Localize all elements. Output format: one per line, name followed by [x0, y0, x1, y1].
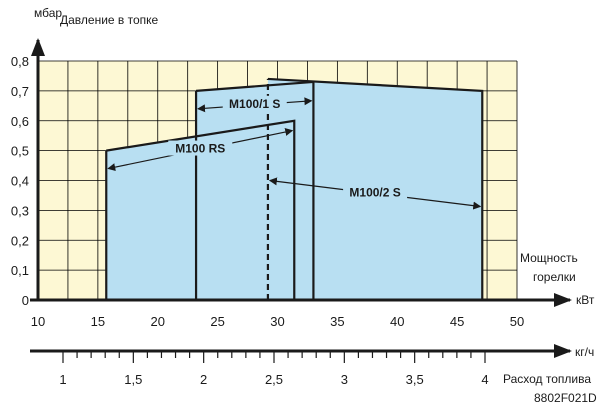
label-background-m100-1-s: [222, 95, 287, 111]
x-axis-ticks: 10 15 20 25 30 35 40 45 50: [31, 314, 524, 329]
fuel-tick-label: 2,5: [265, 372, 283, 387]
x-tick-label: 15: [91, 314, 105, 329]
x-axis-unit: кВт: [576, 293, 595, 307]
y-axis-title: Давление в топке: [60, 13, 159, 27]
region-labels: M100 RS M100/1 S M100/2 S: [168, 95, 408, 200]
y-tick-label: 0,1: [11, 263, 29, 278]
y-axis-ticks: 0 0,1 0,2 0,3 0,4 0,5 0,6 0,7 0,8: [11, 54, 29, 308]
fuel-axis-ticks: 1 1,5 2 2,5 3 3,5 4: [59, 351, 489, 387]
x-tick-label: 50: [510, 314, 524, 329]
fuel-tick-label: 1: [59, 372, 66, 387]
fuel-tick-label: 3: [341, 372, 348, 387]
x-tick-label: 20: [151, 314, 165, 329]
label-m100-1-s: M100/1 S: [229, 97, 280, 111]
fuel-axis-title: Расход топлива: [503, 372, 591, 386]
label-m100-2-s: M100/2 S: [349, 186, 400, 200]
fuel-axis-unit: кг/ч: [575, 345, 594, 359]
y-tick-label: 0,7: [11, 84, 29, 99]
y-tick-label: 0,2: [11, 233, 29, 248]
y-tick-label: 0,3: [11, 203, 29, 218]
label-m100-rs: M100 RS: [175, 142, 225, 156]
x-axis-title-line2: горелки: [533, 270, 576, 284]
x-tick-label: 45: [450, 314, 464, 329]
y-tick-label: 0: [22, 293, 29, 308]
x-tick-label: 35: [330, 314, 344, 329]
y-tick-label: 0,5: [11, 144, 29, 159]
x-axis-title-line1: Мощность: [520, 251, 578, 265]
outline-m100-2-s: [267, 77, 484, 300]
x-tick-label: 30: [270, 314, 284, 329]
fuel-tick-label: 2: [200, 372, 207, 387]
fuel-tick-label: 3,5: [406, 372, 424, 387]
y-tick-label: 0,6: [11, 114, 29, 129]
x-tick-label: 25: [210, 314, 224, 329]
label-background-m100-rs: [168, 140, 233, 156]
y-tick-label: 0,8: [11, 54, 29, 69]
y-tick-label: 0,4: [11, 174, 29, 189]
label-background-m100-2-s: [343, 184, 408, 200]
fuel-tick-label: 4: [481, 372, 488, 387]
figure-code: 8802F021D: [534, 391, 597, 405]
x-tick-label: 10: [31, 314, 45, 329]
y-unit-label: мбар: [34, 6, 62, 20]
fuel-tick-label: 1,5: [124, 372, 142, 387]
x-tick-label: 40: [390, 314, 404, 329]
